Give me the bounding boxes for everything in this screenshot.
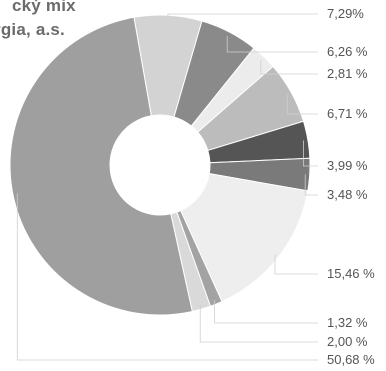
leader-line: [214, 299, 318, 324]
slice-label: 50,68 %: [327, 352, 375, 367]
slice-label: 15,46 %: [327, 266, 375, 281]
slice-label: 2,00 %: [327, 334, 368, 349]
leader-line: [260, 60, 318, 75]
slice-labels: 7,29% 6,26 % 2,81 % 6,71 % 3,99 % 3,48 % 15,46…: [327, 6, 375, 367]
chart-title-line-1: cký mix: [12, 0, 76, 15]
slice-label: 3,48 %: [327, 187, 368, 202]
leader-line: [302, 140, 318, 167]
donut-slices: [9, 14, 311, 316]
slice-label: 2,81 %: [327, 66, 368, 81]
slice-label: 1,32 %: [327, 315, 368, 330]
leader-lines: [16, 13, 318, 361]
leader-line: [199, 304, 318, 343]
chart-title-line-2: rgia, a.s.: [0, 20, 65, 39]
leader-line: [16, 193, 318, 361]
slice-label: 6,71 %: [327, 106, 368, 121]
leader-line: [304, 174, 318, 196]
donut-hole: [110, 115, 210, 215]
leader-line: [274, 254, 318, 275]
leader-line: [226, 35, 318, 53]
leader-line: [286, 94, 318, 115]
slice-label: 7,29%: [327, 6, 364, 21]
slice-label: 3,99 %: [327, 158, 368, 173]
slice-label: 6,26 %: [327, 44, 368, 59]
leader-line: [167, 13, 318, 20]
